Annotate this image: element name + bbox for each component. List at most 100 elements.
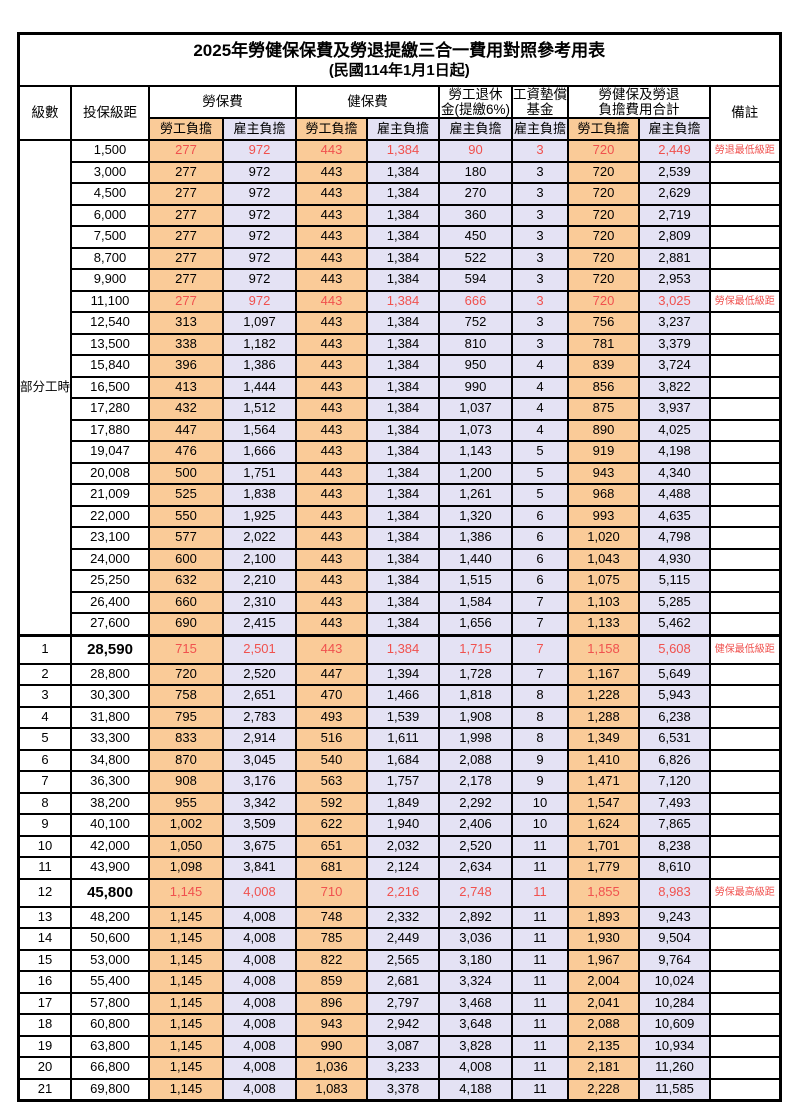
health-employee-cell: 470 [295, 684, 369, 708]
level-cell: 21 [17, 1077, 73, 1102]
note-cell [709, 662, 782, 686]
labor-employee-cell: 1,145 [148, 877, 225, 908]
table-row: 3 30,300 758 2,651 470 1,466 1,818 8 1,228 5,943 [17, 684, 782, 708]
health-employer-cell: 2,681 [366, 970, 441, 994]
total-employer-cell: 3,025 [638, 289, 712, 313]
labor-employee-cell: 1,145 [148, 905, 225, 929]
pension-employer-cell: 3,180 [438, 948, 514, 972]
health-employer-cell: 3,378 [366, 1077, 441, 1102]
health-employee-cell: 443 [295, 289, 369, 313]
total-employee-cell: 720 [567, 246, 641, 270]
total-employer-cell: 11,260 [638, 1056, 712, 1080]
pension-employer-cell: 360 [438, 203, 514, 227]
level-cell: 4 [17, 705, 73, 729]
col-header-pension-line1: 勞工退休 [448, 87, 503, 102]
note-cell [709, 203, 782, 227]
salary-cell: 19,047 [70, 440, 151, 464]
health-employee-cell: 592 [295, 791, 369, 815]
table-row: 4,500 277 972 443 1,384 270 3 720 2,629 [19, 182, 782, 206]
total-employer-cell: 4,488 [638, 483, 712, 507]
salary-cell: 43,900 [70, 856, 151, 880]
salary-cell: 38,200 [70, 791, 151, 815]
pension-employer-cell: 990 [438, 375, 514, 399]
subheader-labor-employer: 雇主負擔 [222, 117, 298, 141]
health-employer-cell: 1,384 [366, 612, 441, 636]
level-cell: 7 [17, 770, 73, 794]
labor-employee-cell: 550 [148, 504, 225, 528]
health-employer-cell: 1,384 [366, 225, 441, 249]
health-employee-cell: 622 [295, 813, 369, 837]
wage-fund-employer-cell: 3 [511, 268, 570, 292]
total-employee-cell: 720 [567, 203, 641, 227]
health-employer-cell: 2,124 [366, 856, 441, 880]
total-employee-cell: 2,088 [567, 1013, 641, 1037]
health-employer-cell: 1,384 [366, 160, 441, 184]
salary-cell: 28,590 [70, 633, 151, 665]
note-cell [709, 991, 782, 1015]
salary-cell: 40,100 [70, 813, 151, 837]
labor-employee-cell: 476 [148, 440, 225, 464]
health-employer-cell: 1,384 [366, 139, 441, 163]
health-employee-cell: 443 [295, 268, 369, 292]
note-cell [709, 504, 782, 528]
note-cell [709, 547, 782, 571]
labor-employer-cell: 2,520 [222, 662, 298, 686]
note-cell [709, 418, 782, 442]
pension-employer-cell: 3,828 [438, 1034, 514, 1058]
health-employer-cell: 1,384 [366, 203, 441, 227]
title-row: 2025年勞健保保費及勞退提繳三合一費用對照參考用表 (民國114年1月1日起) [17, 32, 782, 87]
total-employee-cell: 1,855 [567, 877, 641, 908]
pension-employer-cell: 4,008 [438, 1056, 514, 1080]
total-employer-cell: 7,120 [638, 770, 712, 794]
total-employee-cell: 1,410 [567, 748, 641, 772]
total-employee-cell: 1,624 [567, 813, 641, 837]
labor-employer-cell: 1,564 [222, 418, 298, 442]
level-cell: 20 [17, 1056, 73, 1080]
total-employer-cell: 5,608 [638, 633, 712, 665]
wage-fund-employer-cell: 5 [511, 440, 570, 464]
health-employee-cell: 1,036 [295, 1056, 369, 1080]
health-employer-cell: 1,384 [366, 354, 441, 378]
pension-employer-cell: 1,908 [438, 705, 514, 729]
salary-cell: 15,840 [70, 354, 151, 378]
pension-employer-cell: 1,143 [438, 440, 514, 464]
salary-cell: 20,008 [70, 461, 151, 485]
total-employer-cell: 2,953 [638, 268, 712, 292]
labor-employee-cell: 577 [148, 526, 225, 550]
labor-employer-cell: 972 [222, 289, 298, 313]
pension-employer-cell: 450 [438, 225, 514, 249]
table-row: 20 66,800 1,145 4,008 1,036 3,233 4,008 11 2,181… [17, 1056, 782, 1080]
level-cell: 12 [17, 877, 73, 908]
table-row: 8 38,200 955 3,342 592 1,849 2,292 10 1,547 7,493 [17, 791, 782, 815]
salary-cell: 23,100 [70, 526, 151, 550]
total-employee-cell: 1,075 [567, 569, 641, 593]
labor-employer-cell: 1,182 [222, 332, 298, 356]
salary-cell: 6,000 [70, 203, 151, 227]
table-row: 21 69,800 1,145 4,008 1,083 3,378 4,188 11 2,228… [17, 1077, 782, 1102]
table-row: 1 28,590 715 2,501 443 1,384 1,715 7 1,158 5,608 健… [17, 633, 782, 665]
health-employer-cell: 1,384 [366, 440, 441, 464]
pension-employer-cell: 2,634 [438, 856, 514, 880]
health-employee-cell: 443 [295, 590, 369, 614]
wage-fund-employer-cell: 11 [511, 1034, 570, 1058]
health-employee-cell: 710 [295, 877, 369, 908]
salary-cell: 3,000 [70, 160, 151, 184]
total-employer-cell: 5,462 [638, 612, 712, 636]
pension-employer-cell: 2,406 [438, 813, 514, 837]
labor-employee-cell: 277 [148, 160, 225, 184]
labor-employer-cell: 972 [222, 268, 298, 292]
health-employer-cell: 1,384 [366, 504, 441, 528]
health-employee-cell: 443 [295, 461, 369, 485]
total-employer-cell: 7,865 [638, 813, 712, 837]
total-employer-cell: 3,724 [638, 354, 712, 378]
note-cell [709, 970, 782, 994]
wage-fund-employer-cell: 5 [511, 483, 570, 507]
wage-fund-employer-cell: 11 [511, 905, 570, 929]
note-cell [709, 160, 782, 184]
total-employer-cell: 2,629 [638, 182, 712, 206]
col-header-labor-insurance: 勞保費 [148, 85, 298, 119]
subheader-labor-employee: 勞工負擔 [148, 117, 225, 141]
table-row: 17 57,800 1,145 4,008 896 2,797 3,468 11 2,041 10… [17, 991, 782, 1015]
salary-cell: 21,009 [70, 483, 151, 507]
labor-employee-cell: 277 [148, 139, 225, 163]
